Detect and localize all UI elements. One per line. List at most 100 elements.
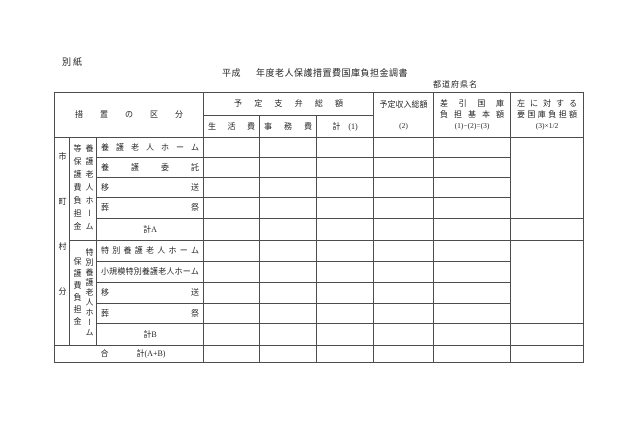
data-cell: [203, 197, 260, 219]
header-required-share: 左に対する 要国庫負担額 (3)×1/2: [510, 92, 585, 138]
data-cell: [433, 323, 512, 346]
data-cell: [373, 323, 435, 346]
data-cell: [433, 261, 512, 283]
header-planned-income-total: 予定収入総額 (2): [373, 92, 435, 138]
grand-total-label-cell: 合 計(A+B): [54, 345, 204, 363]
group-b-label: 特別養護老人ホーム 保護費負担金: [71, 245, 95, 342]
document-title: 平成 年度老人保護措置費国庫負担金調書: [0, 66, 630, 79]
data-cell: [259, 157, 317, 178]
data-cell: [510, 323, 585, 346]
group-a-label: 養護老人ホーム 等保護費負担金: [71, 142, 95, 237]
data-cell: [433, 197, 512, 219]
data-cell: [259, 177, 317, 198]
group-b-line-left: 保護費負担金: [73, 257, 82, 329]
data-cell: [315, 157, 375, 178]
header-net-base-formula: (1)−(2)=(3): [454, 121, 490, 130]
row-label-cell: 葬祭: [96, 303, 204, 324]
row-label-cell: 特別養護老人ホーム: [96, 240, 204, 262]
row-label: 養護委託: [101, 162, 199, 172]
data-cell: [433, 137, 512, 158]
data-cell: [315, 303, 375, 324]
data-cell: [315, 345, 375, 363]
header-income-number: (2): [399, 120, 408, 130]
header-living-cost: 生活費: [203, 115, 260, 138]
row-label: 特別養護老人ホーム: [101, 246, 199, 255]
data-cell: [433, 303, 512, 324]
data-cell: [433, 240, 512, 262]
subtotal-a-label: 計A: [143, 224, 157, 234]
header-category: 措置の区分: [54, 92, 204, 138]
data-cell: [259, 218, 317, 241]
data-cell: [315, 137, 375, 158]
subtotal-a-label-cell: 計A: [96, 218, 204, 241]
data-cell: [315, 282, 375, 304]
data-cell: [203, 177, 260, 198]
data-cell: [259, 137, 317, 158]
row-label: 葬祭: [101, 308, 199, 318]
data-cell: [373, 137, 435, 158]
title-era: 平成: [221, 68, 241, 78]
municipal-axis-label: 市町村分: [58, 151, 67, 332]
data-cell: [259, 323, 317, 346]
data-cell: [203, 218, 260, 241]
burden-statement-table: 措置の区分 予定支弁総額 予定収入総額 (2) 差引国庫 負担基本額 (1)−(…: [54, 92, 585, 363]
data-cell: [203, 303, 260, 324]
subtotal-b-label: 計B: [143, 329, 157, 339]
row-label: 葬祭: [101, 203, 199, 212]
row-label: 移送: [101, 182, 199, 192]
data-cell: [373, 240, 435, 262]
header-planned-payment-total: 予定支弁総額: [202, 92, 375, 116]
subtotal-b-label-cell: 計B: [96, 323, 204, 346]
data-cell: [510, 345, 585, 363]
header-admin-cost: 事務費: [259, 115, 317, 138]
header-payment-subtotal: 計 (1): [315, 115, 375, 138]
header-net-base: 差引国庫 負担基本額 (1)−(2)=(3): [433, 92, 512, 138]
data-cell: [315, 323, 375, 346]
data-cell: [373, 157, 435, 178]
data-cell: [373, 177, 435, 198]
group-a-line-right: 養護老人ホーム: [85, 143, 94, 235]
row-label-cell: 移送: [96, 177, 204, 198]
data-cell: [203, 240, 260, 262]
data-cell: [315, 261, 375, 283]
data-cell-merged: [510, 137, 585, 219]
header-required-share-line2: 要国庫負担額: [517, 110, 577, 119]
group-a-line-left: 等保護費負担金: [73, 143, 82, 235]
header-required-share-line1: 左に対する: [517, 99, 578, 108]
attachment-label: 別紙: [62, 57, 85, 67]
data-cell: [203, 261, 260, 283]
data-cell: [373, 197, 435, 219]
row-label: 小規模特別養護老人ホーム: [101, 267, 199, 276]
header-payment-subtotal-label: 計 (1): [332, 121, 358, 131]
row-label: 移送: [101, 288, 199, 297]
grand-total-label-left: 合: [100, 349, 109, 358]
title-main: 年度老人保護措置費国庫負担金調書: [256, 68, 409, 78]
data-cell: [203, 282, 260, 304]
header-required-share-formula: (3)×1/2: [535, 121, 559, 130]
data-cell: [373, 218, 435, 241]
data-cell: [259, 303, 317, 324]
prefecture-name-label: 都道府県名: [433, 80, 478, 89]
data-cell: [259, 345, 317, 363]
data-cell: [259, 240, 317, 262]
data-cell: [203, 157, 260, 178]
row-label-cell: 移送: [96, 282, 204, 304]
grand-total-label-right: 計(A+B): [136, 349, 166, 358]
data-cell: [203, 345, 260, 363]
header-living-cost-label: 生活費: [208, 121, 255, 131]
data-cell: [315, 240, 375, 262]
data-cell: [259, 282, 317, 304]
data-cell: [433, 345, 512, 363]
data-cell: [373, 282, 435, 304]
data-cell-merged: [510, 240, 585, 324]
data-cell: [373, 303, 435, 324]
data-cell: [315, 197, 375, 219]
data-cell: [259, 197, 317, 219]
data-cell: [433, 282, 512, 304]
data-cell: [510, 218, 585, 241]
header-planned-payment-label: 予定支弁総額: [234, 99, 344, 108]
data-cell: [433, 157, 512, 178]
data-cell: [203, 323, 260, 346]
header-net-base-line2: 負担基本額: [440, 110, 505, 119]
group-a-cell: 養護老人ホーム 等保護費負担金: [69, 137, 97, 241]
